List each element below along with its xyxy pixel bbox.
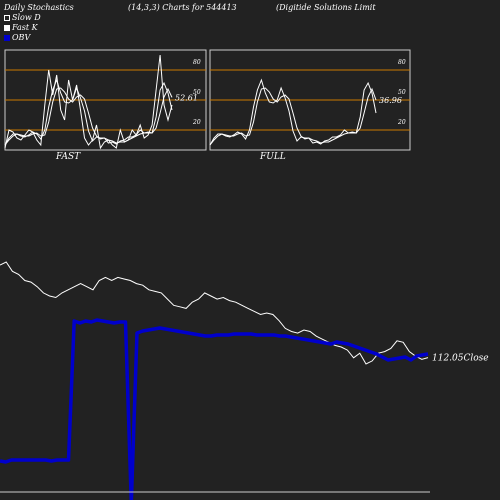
full-ytick-50: 50 <box>398 89 406 96</box>
fast-k-swatch <box>4 25 10 31</box>
obv-line <box>0 318 429 500</box>
close-price-line <box>0 261 429 365</box>
legend-fast-k-label: Fast K <box>12 23 38 32</box>
fast-ytick-80: 80 <box>193 59 201 66</box>
slow-d-swatch <box>4 15 10 21</box>
chart-title: Daily Stochastics <box>4 3 74 12</box>
legend-fast-k: Fast K <box>4 23 38 32</box>
full-end-value: 36.96 <box>379 96 402 105</box>
legend-obv-label: OBV <box>12 33 31 42</box>
full-series-1 <box>209 87 377 146</box>
fast-ytick-20: 20 <box>192 119 201 126</box>
close-value-label: 112.05Close <box>432 354 489 364</box>
fast-end-value: 52.61 <box>175 93 198 102</box>
full-panel-caption: FULL <box>260 152 286 162</box>
fast-series-2 <box>4 87 173 146</box>
full-ytick-80: 80 <box>398 59 406 66</box>
chart-params: (14,3,3) Charts for 544413 <box>128 3 237 12</box>
fast-panel-caption: FAST <box>56 152 81 162</box>
full-ytick-20: 20 <box>397 119 406 126</box>
fast-ytick-50: 50 <box>193 89 201 96</box>
legend-obv: OBV <box>4 33 30 42</box>
obv-swatch <box>4 35 10 41</box>
legend-slow-d-label: Slow D <box>12 13 41 22</box>
legend-slow-d: Slow D <box>4 13 41 22</box>
company-name: (Digitide Solutions Limit <box>276 3 376 12</box>
